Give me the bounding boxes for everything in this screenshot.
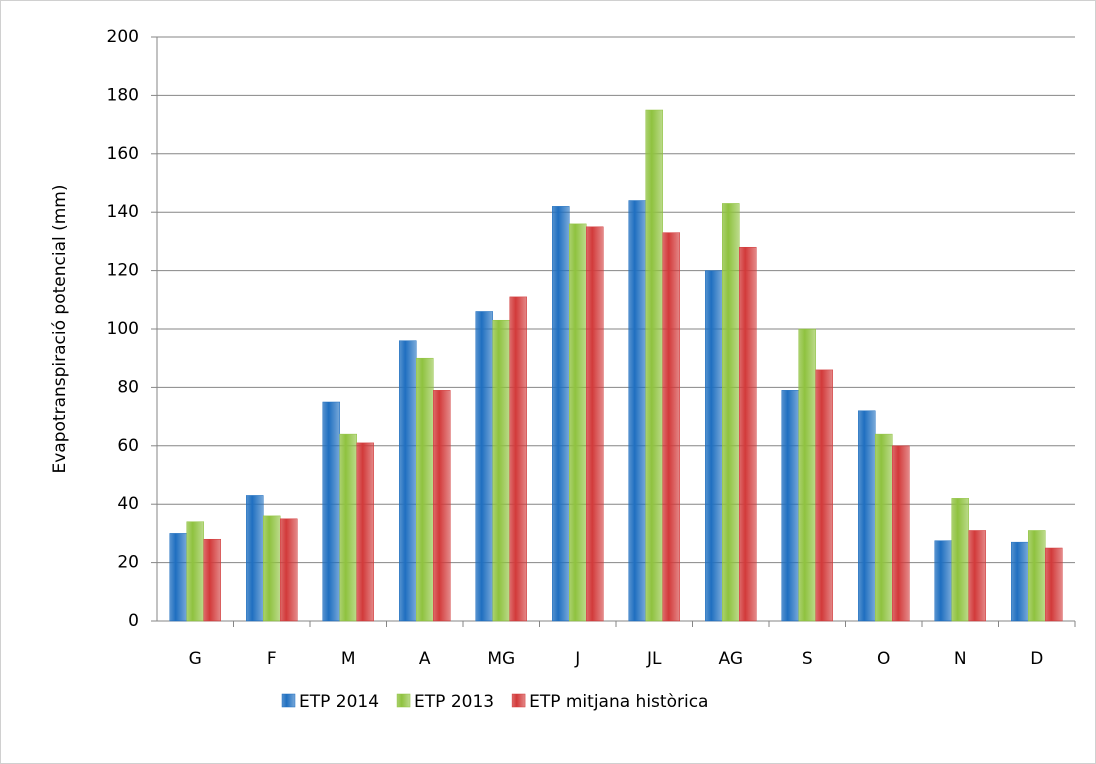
x-tick-label: J — [574, 649, 580, 669]
bar — [798, 328, 816, 622]
bar — [892, 445, 910, 622]
x-tick-label: F — [267, 649, 277, 669]
bar — [475, 311, 493, 622]
legend-label: ETP 2014 — [299, 692, 379, 712]
bar — [416, 357, 434, 622]
bar — [356, 442, 374, 622]
legend-swatch — [281, 693, 296, 708]
bar — [280, 518, 298, 622]
x-tick-label: N — [954, 649, 967, 669]
bar — [569, 223, 587, 622]
bar — [246, 495, 264, 622]
bar — [722, 203, 740, 622]
bar — [203, 538, 221, 622]
x-tick-label: S — [802, 649, 813, 669]
bar — [705, 270, 723, 622]
bar — [815, 369, 833, 622]
bar — [858, 410, 876, 622]
x-tick-label: A — [419, 649, 431, 669]
bar — [322, 401, 340, 622]
bar — [509, 296, 527, 622]
bar — [1011, 541, 1029, 622]
bar — [645, 109, 663, 622]
x-tick-label: AG — [718, 649, 743, 669]
bar — [875, 433, 893, 622]
y-tick-label: 60 — [117, 436, 139, 456]
bar — [169, 533, 187, 622]
y-tick-label: 0 — [128, 611, 139, 631]
bar — [433, 390, 451, 622]
legend-label: ETP 2013 — [414, 692, 494, 712]
bar — [339, 433, 357, 622]
bar — [492, 319, 510, 622]
legend-label: ETP mitjana històrica — [529, 692, 708, 712]
y-tick-label: 140 — [107, 202, 139, 222]
bar — [662, 232, 680, 622]
y-tick-label: 120 — [107, 261, 139, 281]
y-tick-label: 20 — [117, 553, 139, 573]
x-tick-label: G — [189, 649, 202, 669]
y-tick-label: 160 — [107, 144, 139, 164]
bar — [263, 515, 281, 622]
y-tick-label: 40 — [117, 494, 139, 514]
x-tick-label: O — [877, 649, 890, 669]
bar — [1028, 530, 1046, 622]
y-tick-label: 100 — [107, 319, 139, 339]
y-tick-label: 200 — [107, 27, 139, 47]
legend-swatch — [511, 693, 526, 708]
x-tick-label: JL — [646, 649, 662, 669]
x-tick-label: M — [341, 649, 356, 669]
y-tick-label: 80 — [117, 377, 139, 397]
bar — [186, 521, 204, 622]
bar — [781, 390, 799, 622]
bar — [552, 206, 570, 622]
bar — [586, 226, 604, 622]
bar — [739, 246, 757, 622]
bar — [1045, 547, 1063, 622]
bar — [399, 340, 417, 622]
bar — [628, 200, 646, 622]
bar — [968, 530, 986, 622]
y-tick-label: 180 — [107, 85, 139, 105]
x-tick-label: MG — [487, 649, 515, 669]
legend-swatch — [396, 693, 411, 708]
y-axis-title: Evapotranspiració potencial (mm) — [50, 185, 70, 474]
bar — [951, 498, 969, 622]
bar — [934, 540, 952, 622]
x-tick-label: D — [1030, 649, 1043, 669]
